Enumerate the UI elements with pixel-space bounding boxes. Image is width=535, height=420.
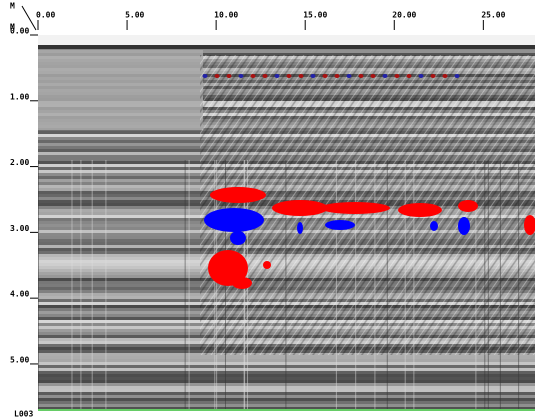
anomaly xyxy=(262,74,268,78)
anomaly xyxy=(382,74,388,78)
anomaly xyxy=(524,215,535,235)
light-region xyxy=(38,50,203,130)
anomaly xyxy=(298,74,304,78)
top-band xyxy=(38,35,535,45)
anomaly xyxy=(214,74,220,78)
y-tick-label: 2.00 xyxy=(10,158,29,167)
anomaly xyxy=(238,74,244,78)
anomaly xyxy=(263,261,271,269)
anomaly xyxy=(358,74,364,78)
radargram-image xyxy=(38,35,535,410)
texture-band xyxy=(38,383,535,386)
texture-band xyxy=(38,365,535,368)
corner-slash xyxy=(21,5,37,31)
texture-band xyxy=(38,377,535,380)
y-tick-label: 3.00 xyxy=(10,224,29,233)
texture-band xyxy=(38,374,535,377)
texture-band xyxy=(38,359,535,362)
anomaly xyxy=(398,203,442,217)
texture-band xyxy=(38,356,535,359)
anomaly xyxy=(210,187,266,203)
texture-band xyxy=(38,401,535,404)
anomaly xyxy=(310,74,316,78)
x-tick-label: 15.00 xyxy=(303,11,327,20)
x-unit: M xyxy=(10,2,15,11)
anomaly xyxy=(272,200,328,216)
y-tick-label: 4.00 xyxy=(10,290,29,299)
y-tick-label: 0.00 xyxy=(10,27,29,36)
anomaly xyxy=(230,231,246,245)
anomaly xyxy=(286,74,292,78)
texture-band xyxy=(38,404,535,407)
texture-band xyxy=(38,398,535,401)
anomaly xyxy=(232,277,252,289)
anomaly xyxy=(334,74,340,78)
anomaly xyxy=(406,74,412,78)
anomaly xyxy=(458,217,470,235)
texture-band xyxy=(38,368,535,371)
anomaly xyxy=(322,74,328,78)
x-tick-label: 20.00 xyxy=(392,11,416,20)
anomaly xyxy=(442,74,448,78)
texture-band xyxy=(38,380,535,383)
anomaly xyxy=(346,74,352,78)
anomaly xyxy=(297,222,303,234)
y-tick-label: 5.00 xyxy=(10,355,29,364)
anomaly xyxy=(394,74,400,78)
anomaly xyxy=(430,221,438,231)
anomaly xyxy=(204,208,264,232)
anomaly xyxy=(430,74,436,78)
texture-band xyxy=(38,389,535,392)
anomaly xyxy=(250,74,256,78)
y-tick-label: 1.00 xyxy=(10,92,29,101)
anomaly xyxy=(370,74,376,78)
x-tick-label: 5.00 xyxy=(125,11,144,20)
anomaly xyxy=(325,220,355,230)
texture-band xyxy=(38,50,535,53)
x-tick-label: 10.00 xyxy=(214,11,238,20)
dark-band xyxy=(38,45,535,49)
anomaly xyxy=(226,74,232,78)
texture-band xyxy=(38,407,535,410)
anomaly xyxy=(458,200,478,212)
y-unit: M xyxy=(10,23,15,32)
anomaly xyxy=(454,74,460,78)
texture-band xyxy=(38,395,535,398)
texture-band xyxy=(38,392,535,395)
anomaly xyxy=(274,74,280,78)
anomaly xyxy=(320,202,390,214)
texture-band xyxy=(38,386,535,389)
x-tick-label: 25.00 xyxy=(481,11,505,20)
texture-band xyxy=(38,53,535,56)
x-tick-label: 0.00 xyxy=(36,11,55,20)
anomaly xyxy=(208,250,248,286)
texture-band xyxy=(38,371,535,374)
anomaly xyxy=(418,74,424,78)
anomaly xyxy=(202,74,208,78)
texture-band xyxy=(38,362,535,365)
line-label: L003 xyxy=(14,410,33,419)
